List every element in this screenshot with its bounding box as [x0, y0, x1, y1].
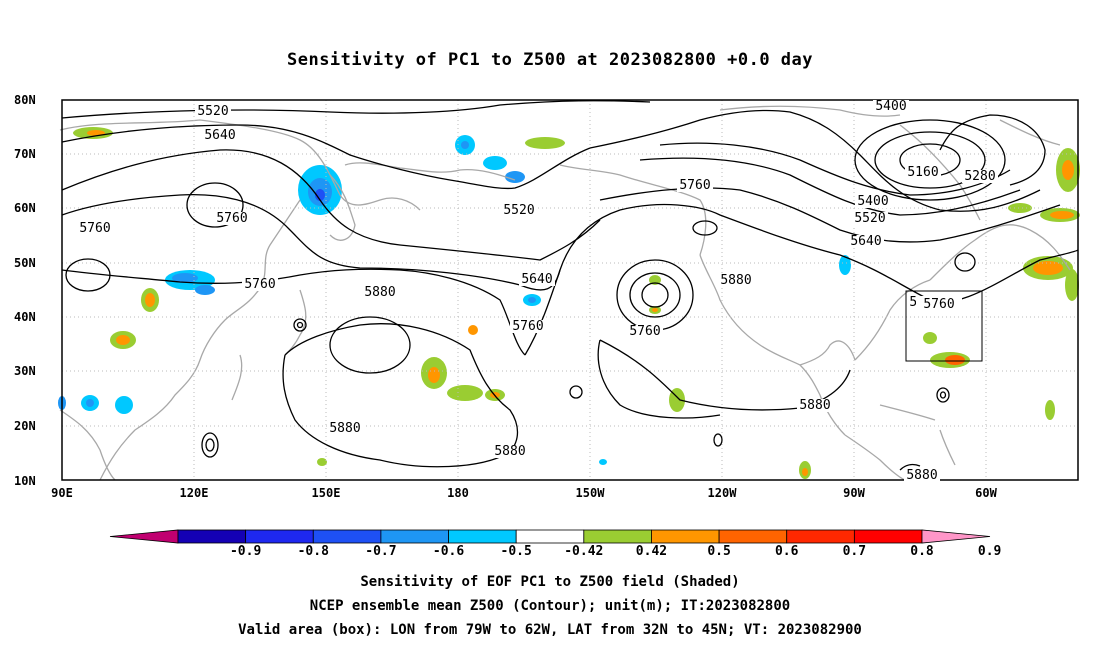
lat-label: 50N [14, 256, 36, 270]
colorbar-swatch [380, 529, 449, 544]
colorbar-swatch [177, 529, 247, 544]
contour-label: 5760 [244, 277, 275, 292]
colorbar-max-triangle [921, 529, 991, 544]
colorbar-swatch [448, 529, 517, 544]
caption-line-3: Valid area (box): LON from 79W to 62W, L… [238, 622, 862, 638]
caption-line-2: NCEP ensemble mean Z500 (Contour); unit(… [309, 598, 791, 614]
contour-label: 5760 [679, 178, 710, 193]
contour-label: 5880 [720, 273, 751, 288]
contour-label: 5880 [364, 285, 395, 300]
contour-label: 5640 [850, 234, 881, 249]
contour-label: 5880 [494, 444, 525, 459]
colorbar-tick-label: -0.8 [297, 544, 329, 559]
colorbar-min-triangle [109, 529, 179, 544]
colorbar-tick-label: -0.5 [500, 544, 532, 559]
colorbar-swatch [515, 529, 585, 544]
lat-label: 30N [14, 364, 36, 378]
lon-label: 90W [843, 486, 865, 500]
colorbar-tick-label: -0.42 [564, 544, 604, 559]
contour-label: 5520 [503, 203, 534, 218]
grid-lines [62, 100, 1078, 480]
contour-label: 5760 [216, 211, 247, 226]
colorbar-swatch [786, 529, 855, 544]
colorbar-tick-label: 0.6 [774, 544, 799, 559]
colorbar-tick-label: -0.6 [432, 544, 465, 559]
contour-label: 5760 [79, 221, 110, 236]
contour-label: 5520 [854, 211, 885, 226]
coastlines [59, 105, 1071, 481]
lat-label: 10N [14, 474, 36, 488]
lat-label: 80N [14, 93, 36, 107]
colorbar-tick-label: 0.5 [707, 544, 731, 559]
contour-label: 5760 [629, 324, 660, 339]
lon-label: 120W [707, 486, 737, 500]
colorbar-swatch [312, 529, 382, 544]
colorbar-tick-label: -0.7 [365, 544, 397, 559]
colorbar-tick-label: 0.7 [842, 544, 867, 559]
box-contour-label: 5760 [923, 297, 954, 312]
contour-label: 5880 [906, 468, 937, 483]
lon-label: 180 [447, 486, 469, 500]
colorbar-swatch [718, 529, 788, 544]
contour-label: 5160 [907, 165, 938, 180]
contour-label: 5760 [512, 319, 543, 334]
lat-label: 60N [14, 201, 36, 215]
contour-label: 5880 [799, 398, 830, 413]
colorbar-tick-label: -0.9 [229, 544, 262, 559]
contour-label: 5640 [521, 272, 552, 287]
page-title: Sensitivity of PC1 to Z500 at 2023082800… [286, 50, 813, 70]
contour-label: 5520 [197, 104, 228, 119]
valid-area-box [905, 290, 983, 362]
colorbar-swatch [853, 529, 923, 544]
map-frame [61, 99, 1079, 481]
lon-label: 90E [51, 486, 73, 500]
contour-label: 5400 [857, 194, 888, 209]
contour-label: 5400 [875, 99, 906, 114]
colorbar-swatch [583, 529, 652, 544]
caption-line-1: Sensitivity of EOF PC1 to Z500 field (Sh… [360, 574, 740, 590]
contour-label: 5640 [204, 128, 235, 143]
colorbar-tick-label: 0.42 [635, 544, 668, 559]
lat-label: 20N [14, 419, 36, 433]
lat-label: 40N [14, 310, 36, 324]
z500-contours [61, 100, 1079, 471]
lat-label: 70N [14, 147, 36, 161]
colorbar-swatch [651, 529, 720, 544]
lon-label: 120E [179, 486, 209, 500]
colorbar-tick-label: 0.9 [977, 544, 1002, 559]
colorbar-tick-label: 0.8 [910, 544, 934, 559]
contour-labels: 5520 5640 5760 5760 5760 5760 5880 5880 5880 5520… [77, 99, 998, 483]
lon-label: 60W [975, 486, 997, 500]
colorbar-swatch [245, 529, 314, 544]
lon-label: 150W [575, 486, 605, 500]
lon-label: 150E [311, 486, 341, 500]
contour-label: 5880 [329, 421, 360, 436]
contour-label: 5280 [964, 169, 995, 184]
